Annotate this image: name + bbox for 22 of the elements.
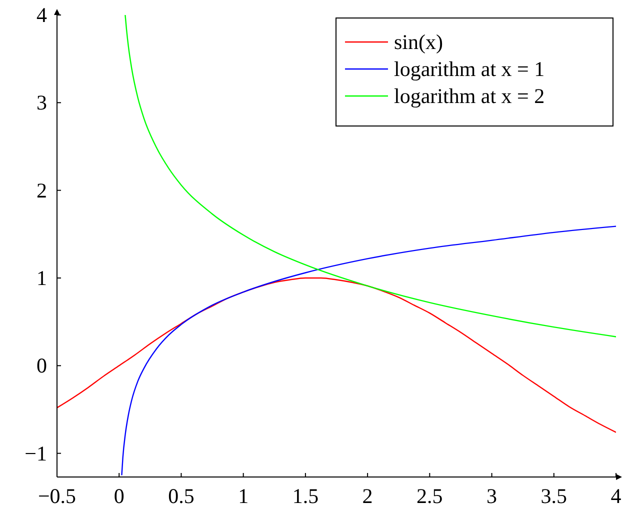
legend-label: logarithm at x = 1 — [394, 57, 545, 81]
x-tick-label: 3 — [486, 484, 498, 508]
line-series — [57, 277, 616, 433]
x-tick-label: 4 — [610, 484, 622, 508]
line-series — [121, 226, 616, 476]
y-tick-label: 1 — [36, 266, 47, 290]
x-tick-label: −0.5 — [38, 484, 76, 508]
y-tick-label: 2 — [36, 178, 47, 202]
x-tick-label: 0.5 — [168, 484, 194, 508]
x-tick-label: 1 — [238, 484, 249, 508]
legend-label: sin(x) — [394, 30, 443, 54]
x-tick-label: 2 — [362, 484, 373, 508]
x-tick-label: 2.5 — [416, 484, 443, 508]
y-tick-label: −1 — [24, 441, 47, 466]
x-tick-label: 3.5 — [540, 484, 568, 508]
line-series — [124, 14, 616, 338]
y-tick-label: 3 — [36, 90, 47, 115]
y-tick-label: 0 — [36, 354, 47, 378]
y-tick-label: 4 — [36, 3, 48, 27]
x-tick-label: 1.5 — [292, 484, 319, 508]
x-tick-label: 0 — [114, 484, 124, 508]
legend-label: logarithm at x = 2 — [394, 84, 545, 108]
